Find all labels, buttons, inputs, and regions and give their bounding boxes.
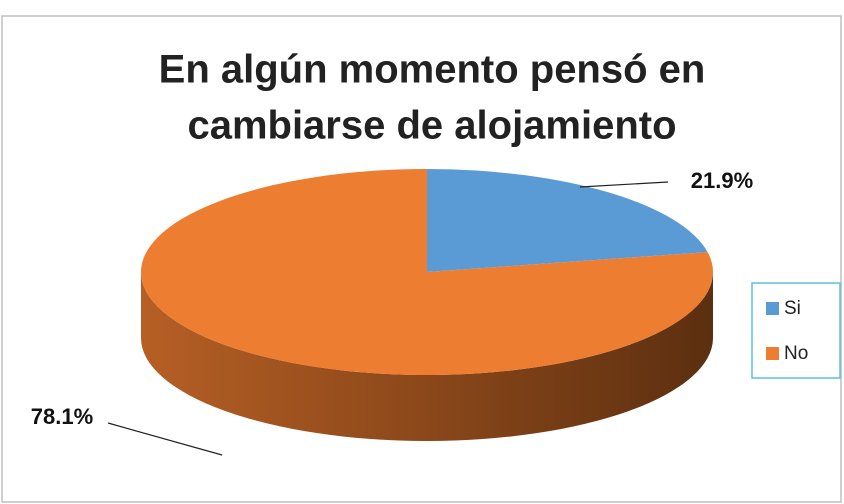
legend bbox=[751, 282, 841, 379]
chart-title: cambiarse de alojamiento bbox=[187, 104, 676, 148]
legend-label: No bbox=[784, 343, 808, 364]
legend-swatch bbox=[766, 347, 779, 360]
leader-line bbox=[579, 181, 669, 188]
data-label: 78.1% bbox=[31, 404, 93, 429]
leader-line bbox=[107, 422, 223, 456]
legend-swatch bbox=[766, 302, 779, 315]
chart-title: En algún momento pensó en bbox=[159, 48, 706, 92]
pie-side bbox=[141, 272, 713, 441]
legend-label: Si bbox=[784, 298, 801, 319]
data-label: 21.9% bbox=[691, 168, 753, 193]
pie-slice bbox=[140, 169, 713, 376]
pie-slice bbox=[427, 169, 708, 272]
